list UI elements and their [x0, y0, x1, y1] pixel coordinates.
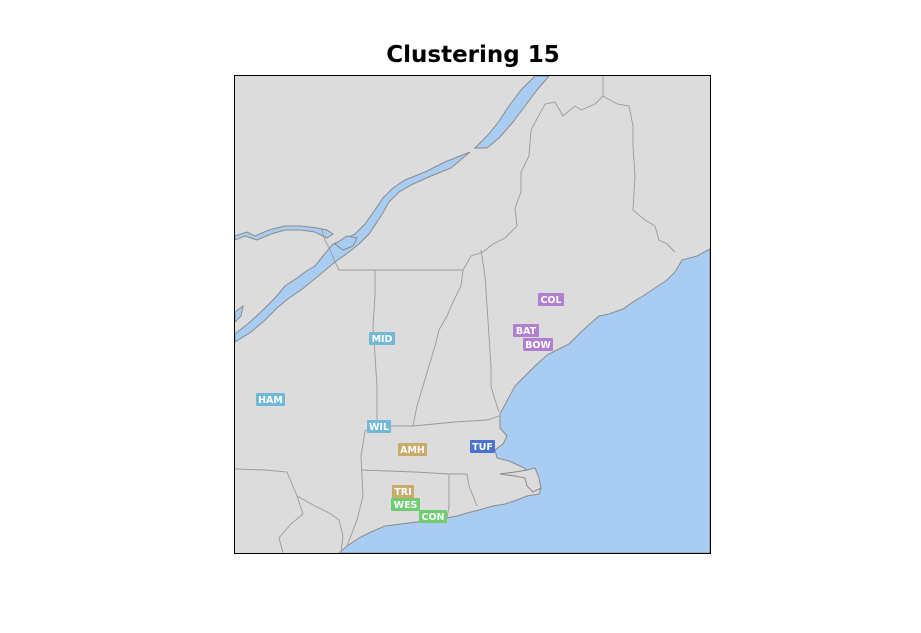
marker-label: WES: [394, 500, 418, 511]
marker-con: CON: [419, 510, 447, 523]
marker-wes: WES: [391, 498, 420, 511]
marker-ham: HAM: [256, 393, 285, 406]
map-frame: COL BAT BOW MID HAM WIL: [234, 75, 711, 554]
lake-ontario-edge: [235, 304, 244, 323]
marker-amh: AMH: [398, 443, 427, 456]
marker-label: BAT: [516, 326, 537, 337]
marker-label: COL: [540, 295, 561, 306]
marker-label: MID: [372, 334, 393, 345]
marker-label: WIL: [369, 422, 389, 433]
marker-label: AMH: [400, 445, 425, 456]
st-lawrence-upper: [235, 151, 471, 343]
st-lawrence-river: [473, 76, 550, 149]
river-west: [235, 225, 334, 241]
marker-label: TRI: [394, 487, 411, 498]
cluster-markers: COL BAT BOW MID HAM WIL: [256, 293, 564, 523]
cape-cod: [499, 467, 542, 493]
marker-tri: TRI: [392, 485, 414, 498]
marker-label: CON: [422, 512, 445, 523]
marker-wil: WIL: [367, 420, 391, 433]
marker-label: HAM: [258, 395, 283, 406]
map-title: Clustering 15: [386, 42, 560, 68]
marker-bat: BAT: [513, 324, 539, 337]
marker-col: COL: [538, 293, 564, 306]
marker-bow: BOW: [523, 338, 553, 351]
marker-label: TUF: [472, 442, 493, 453]
marker-mid: MID: [369, 332, 395, 345]
lake-champlain-north: [334, 235, 358, 251]
map-canvas: COL BAT BOW MID HAM WIL: [235, 76, 710, 553]
marker-label: BOW: [525, 340, 551, 351]
marker-tuf: TUF: [470, 440, 495, 453]
state-borders: [235, 76, 676, 553]
